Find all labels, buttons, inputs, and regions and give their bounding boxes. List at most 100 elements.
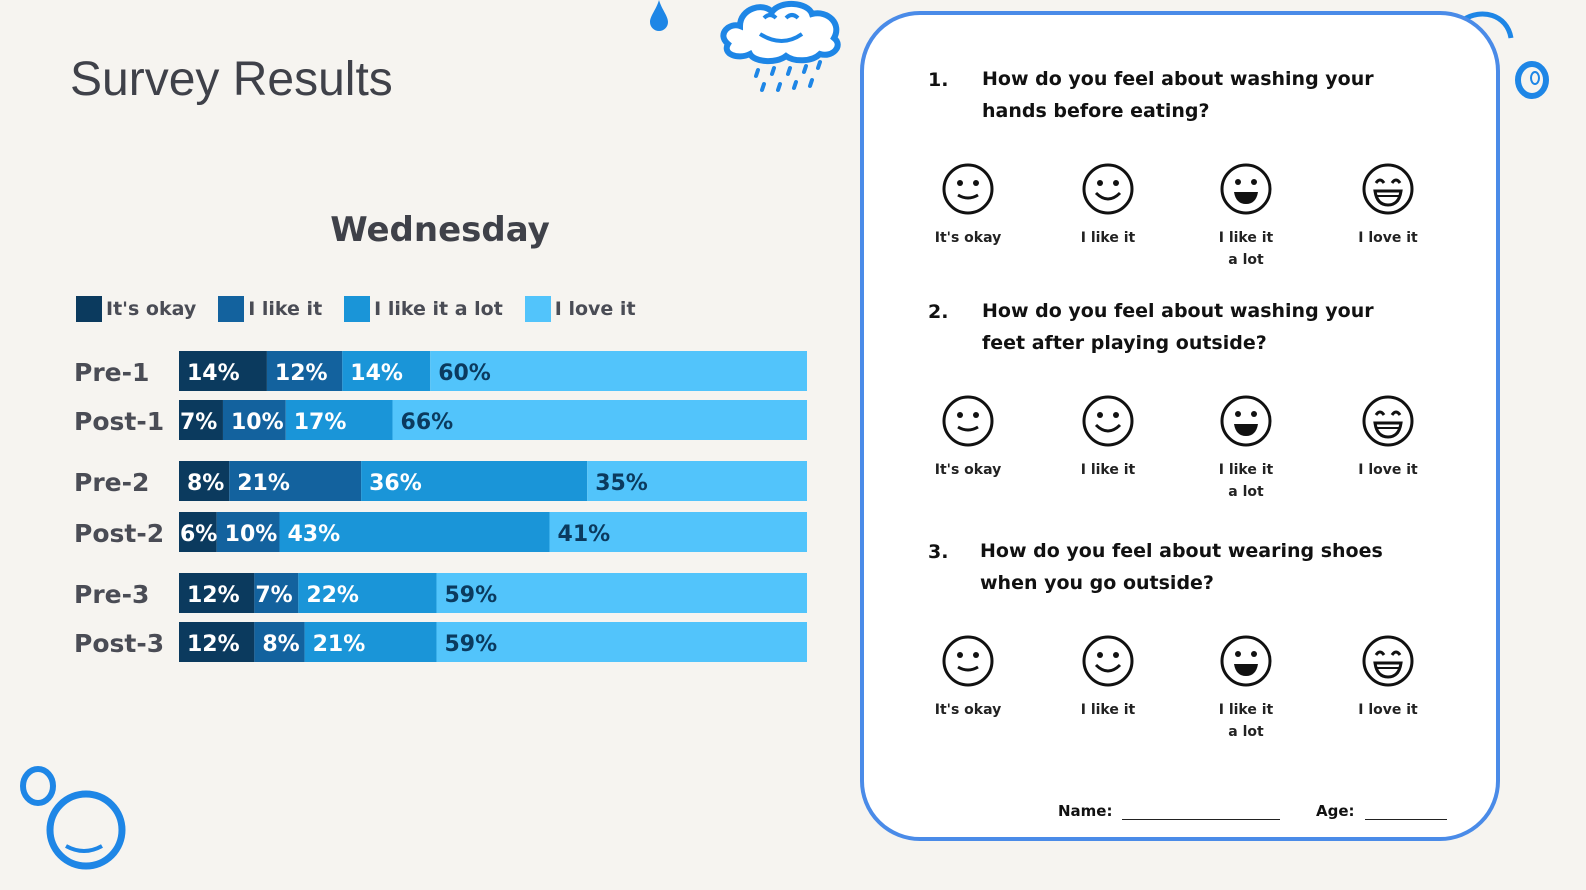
neutral-smile-face-icon	[942, 395, 994, 447]
legend-label: I like it	[248, 298, 323, 320]
data-label: 59%	[444, 632, 497, 657]
legend-swatch-okay	[76, 296, 102, 322]
bar-segment	[342, 351, 431, 391]
bar-segment	[298, 573, 437, 613]
bar-segment	[436, 622, 807, 662]
row-label: Post-3	[74, 629, 164, 658]
face-option[interactable]: I love it	[1338, 393, 1438, 481]
face-option[interactable]: I like it a lot	[1196, 161, 1296, 271]
smile-face-icon	[1082, 395, 1134, 447]
bubbles-icon	[20, 766, 126, 870]
data-label: 36%	[369, 471, 422, 496]
row-label: Pre-1	[74, 358, 149, 387]
data-label: 22%	[306, 583, 359, 608]
bar-segment	[179, 351, 267, 391]
grin-face-icon	[1220, 395, 1272, 447]
laughing-face-icon	[1362, 635, 1414, 687]
age-blank[interactable]	[1364, 801, 1447, 820]
data-label: 14%	[187, 361, 240, 386]
legend-item-like-lot: I like it a lot	[344, 296, 503, 322]
face-option[interactable]: I like it	[1058, 161, 1158, 249]
name-label: Name:	[1058, 802, 1113, 820]
face-option[interactable]: It's okay	[918, 161, 1018, 249]
data-label: 8%	[262, 632, 299, 657]
legend-item-okay: It's okay	[76, 296, 196, 322]
laughing-face-icon	[1362, 163, 1414, 215]
bar-segment	[304, 622, 437, 662]
bar-segment	[549, 512, 807, 552]
page-title: Survey Results	[70, 53, 393, 106]
data-label: 17%	[294, 410, 347, 435]
stacked-bar-chart: Pre-1 14% 12% 14% 60% Post-1 7% 10% 17% 66% Pre-2 8…	[74, 351, 807, 662]
face-option[interactable]: I like it	[1058, 393, 1158, 481]
face-option-label: It's okay	[934, 702, 1002, 718]
legend-label: It's okay	[106, 298, 197, 320]
bar-segment	[392, 400, 807, 440]
data-label: 21%	[237, 471, 290, 496]
bar-segment	[436, 573, 807, 613]
smile-face-icon	[1082, 635, 1134, 687]
bar-segment	[254, 622, 305, 662]
face-option[interactable]: I love it	[1338, 633, 1438, 721]
raindrop-icon	[650, 0, 668, 31]
face-option[interactable]: It's okay	[918, 633, 1018, 721]
data-label: 6%	[180, 522, 217, 547]
question-number: 1.	[928, 69, 949, 91]
bar-segment	[285, 400, 393, 440]
chart-legend: It's okay I like it I like it a lot I lo…	[76, 294, 636, 324]
laughing-face-icon	[1362, 395, 1414, 447]
bar-segment	[216, 512, 280, 552]
face-option-label: I love it	[1358, 702, 1418, 718]
bar-segment	[179, 622, 255, 662]
chart-title: Wednesday	[330, 210, 550, 250]
grin-face-icon	[1220, 163, 1272, 215]
face-option-label: I like it a lot	[1218, 702, 1274, 740]
bar-segment	[254, 573, 299, 613]
bar-segment	[179, 512, 217, 552]
bar-segment	[229, 461, 362, 501]
face-option-label: I like it a lot	[1218, 462, 1274, 500]
data-label: 21%	[313, 632, 366, 657]
bar-segment	[266, 351, 343, 391]
neutral-smile-face-icon	[942, 163, 994, 215]
data-label: 66%	[401, 410, 454, 435]
bar-segment	[179, 461, 230, 501]
face-option[interactable]: I like it	[1058, 633, 1158, 721]
legend-item-like: I like it	[218, 296, 322, 322]
data-label: 41%	[558, 522, 611, 547]
face-option-label: I like it	[1080, 462, 1136, 478]
row-label: Post-2	[74, 519, 164, 548]
data-label: 7%	[180, 410, 217, 435]
row-label: Pre-2	[74, 468, 149, 497]
data-label: 10%	[231, 410, 284, 435]
age-field[interactable]: Age:	[1316, 801, 1447, 820]
question-number: 3.	[928, 541, 949, 563]
face-option[interactable]: I love it	[1338, 161, 1438, 249]
name-field[interactable]: Name:	[1058, 801, 1281, 820]
bar-segment	[179, 400, 223, 440]
face-option-label: I like it a lot	[1218, 230, 1274, 268]
row-label: Pre-3	[74, 580, 149, 609]
face-option[interactable]: It's okay	[918, 393, 1018, 481]
name-blank[interactable]	[1122, 801, 1281, 820]
rain-cloud-icon	[720, 1, 841, 92]
bar-segment	[179, 573, 255, 613]
face-option-label: It's okay	[934, 462, 1002, 478]
face-option[interactable]: I like it a lot	[1196, 393, 1296, 503]
question-number: 2.	[928, 301, 949, 323]
face-option-label: I love it	[1358, 230, 1418, 246]
face-option[interactable]: I like it a lot	[1196, 633, 1296, 743]
face-option-label: I love it	[1358, 462, 1418, 478]
bar-segment	[430, 351, 807, 391]
data-label: 43%	[287, 522, 340, 547]
face-option-label: I like it	[1080, 702, 1136, 718]
legend-label: I love it	[554, 298, 636, 320]
survey-worksheet: 1. How do you feel about washing your ha…	[860, 11, 1500, 841]
bar-segment	[222, 400, 286, 440]
data-label: 14%	[350, 361, 403, 386]
question-text: How do you feel about washing your feet …	[982, 300, 1374, 354]
question-text: How do you feel about wearing shoes when…	[980, 540, 1383, 594]
row-label: Post-1	[74, 407, 164, 436]
legend-label: I like it a lot	[374, 298, 503, 320]
data-label: 12%	[187, 632, 240, 657]
